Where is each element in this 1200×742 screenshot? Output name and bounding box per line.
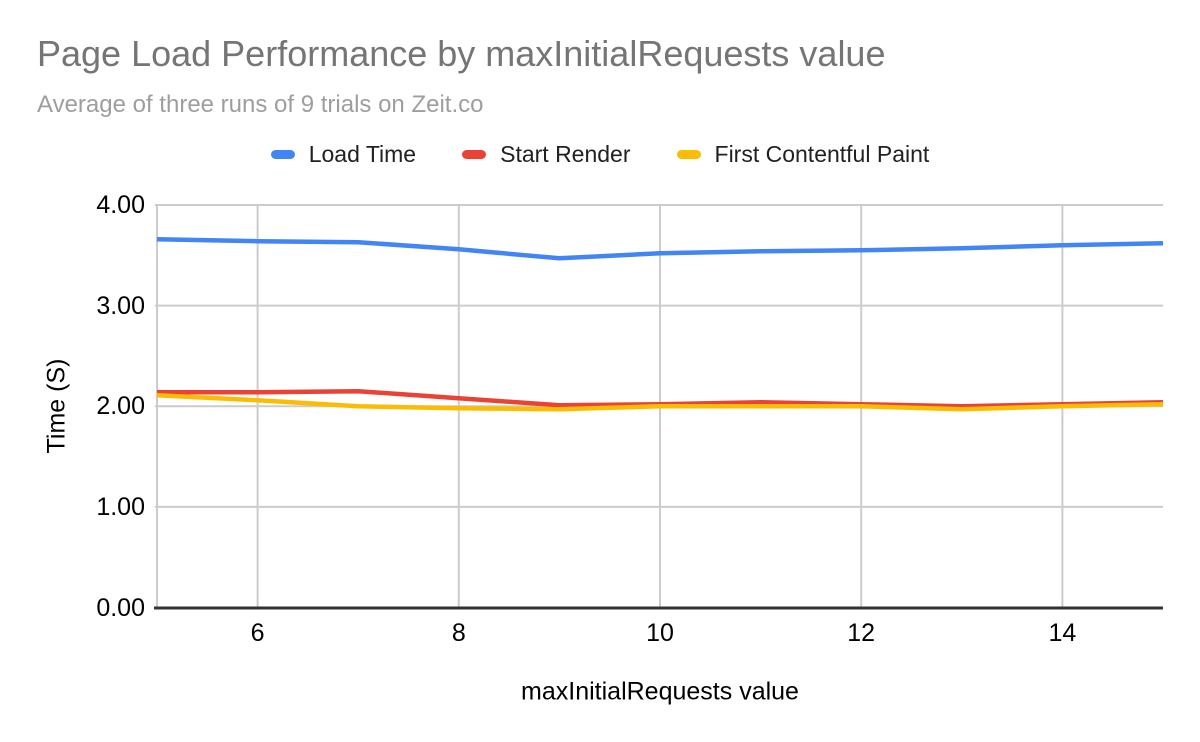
chart-title: Page Load Performance by maxInitialReque… — [37, 33, 886, 74]
x-tick-label: 6 — [250, 619, 265, 647]
legend-label: Start Render — [500, 141, 631, 167]
x-tick-label: 12 — [847, 619, 876, 647]
legend-swatch — [270, 150, 295, 159]
legend-item-first-contentful-paint: First Contentful Paint — [676, 141, 930, 168]
y-tick-label: 0.00 — [96, 593, 145, 622]
chart-subtitle: Average of three runs of 9 trials on Zei… — [37, 91, 484, 118]
legend: Load Time Start Render First Contentful Pa… — [0, 141, 1200, 168]
x-tick-label: 8 — [451, 619, 466, 647]
legend-swatch — [462, 150, 487, 159]
y-tick-label: 4.00 — [96, 191, 145, 219]
x-axis-title: maxInitialRequests value — [521, 677, 799, 706]
legend-swatch — [676, 150, 701, 159]
legend-label: First Contentful Paint — [714, 141, 930, 167]
y-tick-label: 1.00 — [96, 492, 145, 521]
legend-label: Load Time — [308, 141, 417, 167]
x-tick-label: 14 — [1048, 619, 1077, 647]
series-line-load-time — [156, 236, 1164, 261]
y-tick-label: 2.00 — [96, 392, 145, 421]
series-line-first-contentful-paint — [156, 392, 1164, 412]
legend-item-start-render: Start Render — [462, 141, 631, 168]
x-tick-label: 10 — [646, 619, 674, 647]
legend-item-load-time: Load Time — [270, 141, 417, 168]
y-tick-label: 3.00 — [96, 291, 145, 320]
